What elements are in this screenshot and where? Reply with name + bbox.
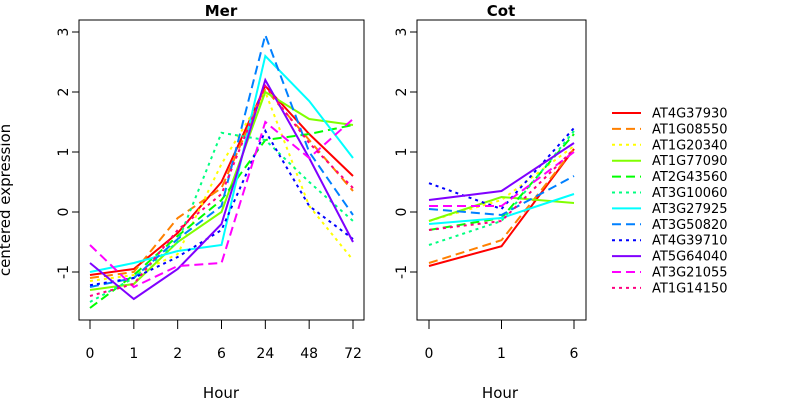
series-line-at4g37930-cot xyxy=(428,148,575,267)
plot-frame-cot xyxy=(416,19,587,321)
series-line-at4g37930-mer xyxy=(89,84,354,276)
y-tick-label-mer: 2 xyxy=(56,88,72,97)
series-line-at3g27925-mer xyxy=(89,53,354,273)
series-line-at5g64040-cot xyxy=(428,142,575,201)
x-tick-label-cot: 6 xyxy=(570,346,579,362)
y-tick-label-mer: 0 xyxy=(56,208,72,217)
series-line-at3g21055-cot xyxy=(429,151,575,207)
legend-label: AT4G37930 xyxy=(652,107,728,122)
series-line-at1g08550-cot xyxy=(428,148,575,264)
panel-title-mer: Mer xyxy=(205,2,238,20)
series-line-at1g08550-mer xyxy=(89,87,354,279)
legend-label: AT1G20340 xyxy=(652,138,728,153)
legend-label: AT2G43560 xyxy=(652,170,728,185)
x-tick-label-mer: 0 xyxy=(86,346,95,362)
y-tick-label-cot: 0 xyxy=(394,208,410,217)
series-line-at4g39710-cot xyxy=(428,127,575,211)
y-tick-label-cot: 2 xyxy=(394,88,410,97)
x-tick-label-mer: 48 xyxy=(300,346,318,362)
series-line-at3g27925-cot xyxy=(428,193,575,225)
series-line-at1g14150-cot xyxy=(428,148,575,231)
x-tick-label-mer: 72 xyxy=(344,346,362,362)
x-tick-label-mer: 1 xyxy=(129,346,138,362)
series-line-at3g21055-mer xyxy=(89,118,354,289)
series-line-at1g20340-cot xyxy=(428,145,575,222)
y-axis-title: centered expression xyxy=(0,124,14,276)
series-line-at3g50820-cot xyxy=(428,175,575,217)
legend-label: AT4G39710 xyxy=(652,234,728,249)
panel-cot: -1 0 1 2 3 0 1 6 xyxy=(394,28,579,362)
x-tick-label-mer: 2 xyxy=(173,346,182,362)
legend-label: AT3G50820 xyxy=(652,218,728,233)
series-line-at5g64040-mer xyxy=(89,77,354,301)
x-tick-label-cot: 1 xyxy=(497,346,506,362)
series-line-at1g20340-mer xyxy=(89,89,354,282)
x-tick-label-mer: 24 xyxy=(256,346,274,362)
x-axis-title-cot: Hour xyxy=(482,384,519,400)
legend-label: AT3G10060 xyxy=(652,186,728,201)
y-tick-label-mer: 3 xyxy=(56,28,72,37)
legend-label: AT5G64040 xyxy=(652,250,728,265)
x-axis-title-mer: Hour xyxy=(203,384,240,400)
x-tick-label-cot: 0 xyxy=(425,346,434,362)
legend-label: AT1G08550 xyxy=(652,122,728,137)
panel-mer: -1 0 1 2 3 0 1 2 6 24 48 72 xyxy=(56,28,362,362)
series-line-at4g39710-mer xyxy=(89,128,354,287)
y-tick-label-mer: -1 xyxy=(56,265,72,279)
series-line-at2g43560-mer xyxy=(89,124,354,309)
panel-title-cot: Cot xyxy=(487,2,515,20)
legend-label: AT3G21055 xyxy=(652,266,728,281)
legend-label: AT1G77090 xyxy=(652,154,728,169)
series-line-at3g50820-mer xyxy=(89,31,354,288)
x-tick-label-mer: 6 xyxy=(217,346,226,362)
legend-label: AT3G27925 xyxy=(652,202,728,217)
series-line-at1g77090-mer xyxy=(89,90,354,291)
legend: AT4G37930AT1G08550AT1G20340AT1G77090AT2G… xyxy=(612,107,728,296)
y-tick-label-mer: 1 xyxy=(56,148,72,157)
y-tick-label-cot: 1 xyxy=(394,148,410,157)
y-tick-label-cot: 3 xyxy=(394,28,410,37)
y-tick-label-cot: -1 xyxy=(394,265,410,279)
legend-label: AT1G14150 xyxy=(652,281,728,296)
